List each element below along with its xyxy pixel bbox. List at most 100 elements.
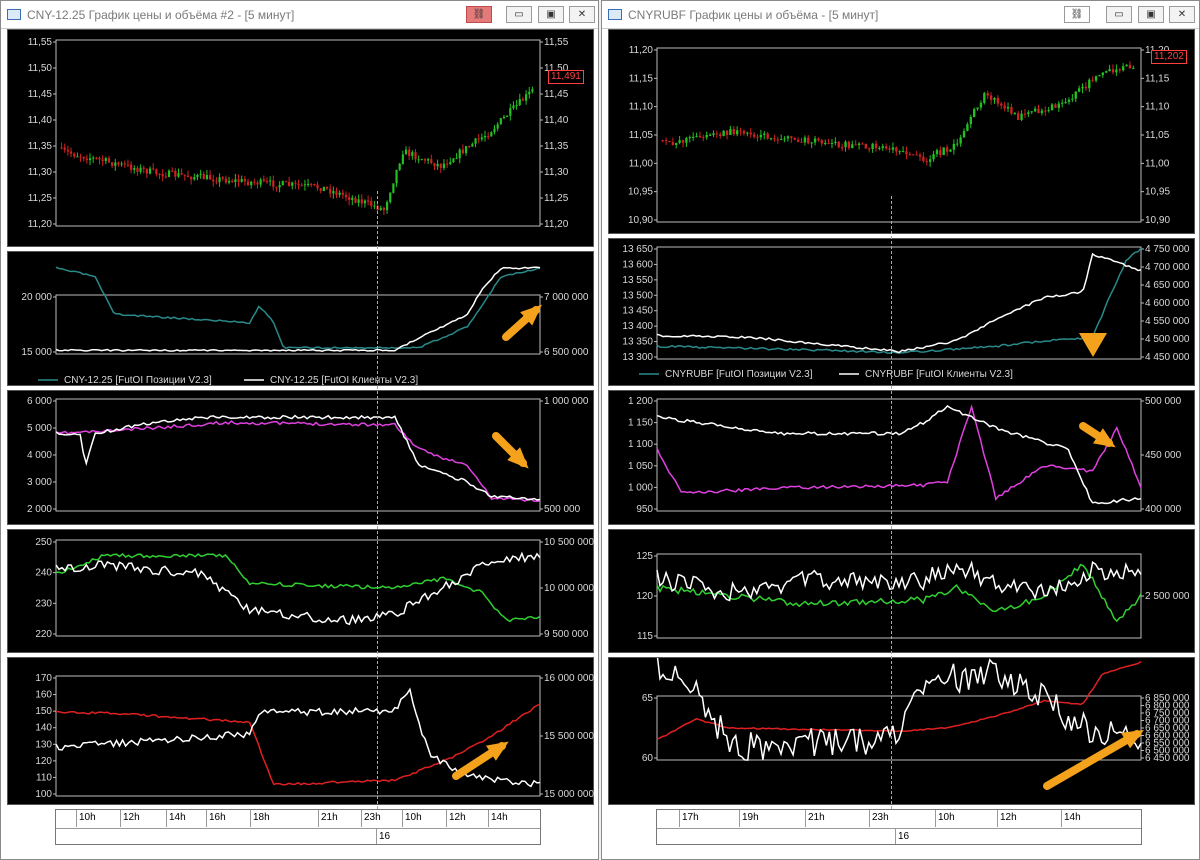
candle-body: [414, 152, 417, 160]
indicator-pane-3[interactable]: 6 000 5 000 4 000 3 000 2 000 1 000 000 500 00…: [7, 390, 594, 525]
candle-body: [986, 93, 989, 96]
close-button[interactable]: ✕: [569, 6, 595, 23]
candle-body: [215, 181, 218, 183]
candle-body: [780, 139, 783, 141]
maximize-button[interactable]: ▣: [1138, 6, 1164, 23]
candle-body: [1054, 104, 1057, 108]
candle-body: [275, 186, 278, 188]
link-icon[interactable]: ⛓: [466, 6, 492, 23]
candle-body: [1125, 64, 1128, 67]
candle-body: [996, 98, 1000, 104]
link-icon[interactable]: ⛓: [1064, 6, 1090, 23]
candle-body: [212, 179, 215, 182]
oi-clients-line: [656, 252, 1142, 354]
left-axis-tick-label: 13 350: [622, 337, 653, 348]
day-label: 16: [895, 829, 909, 844]
white-series: [55, 551, 541, 626]
candle-body: [468, 146, 471, 148]
plot-frame: [656, 553, 1142, 639]
candle-body: [417, 159, 420, 161]
candle-body: [332, 191, 335, 194]
indicator-pane-4[interactable]: 125 120 115 2 500 000: [608, 529, 1195, 653]
candle-body: [993, 98, 996, 100]
candle-body: [496, 124, 499, 129]
indicator-pane-5[interactable]: 65 60 6 850 000 6 800 000 6 750 000 6 700 000…: [608, 657, 1195, 805]
left-axis-tick-label: 120: [35, 756, 52, 767]
trend-arrow-head: [1121, 729, 1144, 749]
minimize-button[interactable]: ▭: [506, 6, 532, 23]
right-axis-tick-label: 11,55: [544, 37, 569, 48]
maximize-button[interactable]: ▣: [538, 6, 564, 23]
candle-body: [366, 200, 370, 202]
candle-body: [531, 89, 534, 92]
candle-body: [392, 183, 395, 193]
candle-body: [810, 142, 813, 144]
candle-body: [218, 177, 221, 183]
white-series: [656, 658, 1142, 761]
open-interest-pane[interactable]: 13 650 13 600 13 550 13 500 13 450 13 400 13 3…: [608, 238, 1195, 386]
candle-body: [952, 143, 956, 150]
left-axis-tick-label: 11,20: [629, 45, 654, 56]
candle-body: [69, 151, 73, 154]
candle-body: [935, 150, 939, 155]
candle-body: [939, 150, 942, 156]
candle-body: [123, 163, 126, 165]
left-axis-tick-label: 120: [636, 591, 653, 602]
time-label: 12h: [120, 810, 140, 827]
candle-body: [881, 146, 884, 148]
open-interest-pane[interactable]: 20 000 15 000 7 000 000 6 500 000 CNY-12.25 …: [7, 251, 594, 386]
candle-body: [477, 138, 480, 140]
candle-body: [509, 108, 512, 116]
candle-body: [126, 164, 130, 166]
candle-body: [681, 140, 685, 143]
right-axis-tick-label: 6 500 000: [1145, 746, 1190, 757]
candle-body: [262, 179, 265, 181]
left-axis-tick-label: 4 000: [27, 450, 52, 461]
time-axis: 17h 19h 21h 23h 10h 12h 14h 16: [656, 809, 1142, 845]
price-pane[interactable]: 11,55 11,50 11,45 11,40 11,35 11,30 11,25 11,20…: [7, 29, 594, 247]
candle-body: [246, 181, 250, 186]
candle-body: [1108, 69, 1111, 72]
left-chart-window: CNY-12.25 График цены и объёма #2 - [5 м…: [0, 0, 599, 860]
right-axis-tick-label: 10,95: [1145, 187, 1170, 198]
indicator-pane-5[interactable]: 170 160 150 140 130 120 110 100 16 000 000 15 500…: [7, 657, 594, 805]
right-axis-tick-label: 4 550 000: [1145, 316, 1190, 327]
minimize-button[interactable]: ▭: [1106, 6, 1132, 23]
last-price-label: 11,202: [1151, 50, 1187, 64]
candle-body: [101, 159, 104, 162]
candle-body: [752, 134, 756, 137]
right-axis-tick-label: 6 850 000: [1145, 693, 1190, 704]
close-button[interactable]: ✕: [1169, 6, 1195, 23]
candle-body: [722, 130, 725, 136]
candle-body: [735, 130, 739, 135]
candle-body: [1057, 103, 1061, 108]
time-label: 16h: [206, 810, 226, 827]
right-axis-tick-label: 10,90: [1145, 215, 1170, 226]
title-bar[interactable]: CNY-12.25 График цены и объёма #2 - [5 м…: [1, 1, 598, 29]
candle-body: [1077, 88, 1081, 92]
candle-body: [174, 170, 177, 177]
indicator-pane-3[interactable]: 1 200 1 150 1 100 1 050 1 000 950 500 000 450 0…: [608, 390, 1195, 525]
candle-body: [989, 95, 993, 100]
candle-body: [861, 143, 864, 145]
green-series: [656, 563, 1142, 623]
candle-body: [129, 164, 133, 170]
candle-body: [712, 133, 715, 135]
candle-body: [291, 182, 294, 186]
candle-body: [769, 138, 773, 140]
candle-body: [487, 136, 490, 138]
price-pane[interactable]: 11,20 11,15 11,10 11,05 11,00 10,95 10,90 11,20…: [608, 29, 1195, 234]
candle-body: [1094, 76, 1098, 81]
candle-body: [732, 129, 735, 135]
right-axis-tick-label: 2 500 000: [1145, 591, 1190, 602]
right-axis-tick-label: 11,45: [544, 89, 569, 100]
time-label: 17h: [679, 810, 699, 827]
candle-body: [708, 134, 712, 136]
time-label: 12h: [997, 810, 1017, 827]
right-axis-tick-label: 1 000 000: [544, 396, 589, 407]
chart-window-icon: [608, 9, 622, 20]
candle-body: [1101, 72, 1105, 76]
indicator-pane-4[interactable]: 250 240 230 220 10 500 000 10 000 000 9 500 00…: [7, 529, 594, 653]
title-bar[interactable]: CNYRUBF График цены и объёма - [5 минут]…: [602, 1, 1199, 29]
candle-body: [1044, 110, 1047, 112]
